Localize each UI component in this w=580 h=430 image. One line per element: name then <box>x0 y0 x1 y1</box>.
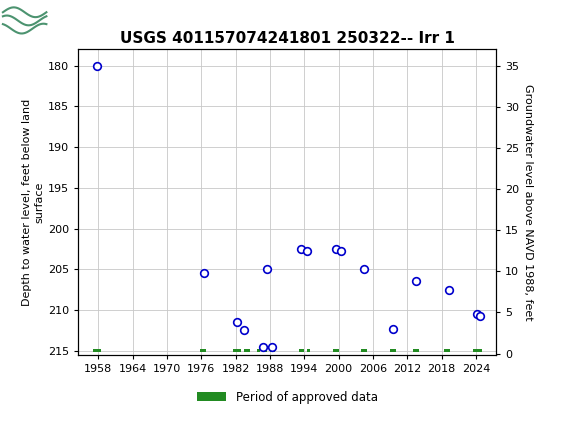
Bar <box>307 350 310 352</box>
Title: USGS 401157074241801 250322-- Irr 1: USGS 401157074241801 250322-- Irr 1 <box>119 31 455 46</box>
Legend: Period of approved data: Period of approved data <box>192 386 382 408</box>
Bar <box>333 350 339 352</box>
Bar <box>258 350 260 352</box>
Text: USGS: USGS <box>49 12 104 29</box>
Bar <box>200 350 206 352</box>
Bar <box>413 350 419 352</box>
Bar <box>233 350 241 352</box>
Bar <box>244 350 250 352</box>
Bar <box>299 350 304 352</box>
Bar <box>473 350 481 352</box>
Bar <box>93 350 101 352</box>
Bar <box>264 350 267 352</box>
Y-axis label: Groundwater level above NAVD 1988, feet: Groundwater level above NAVD 1988, feet <box>523 84 533 320</box>
FancyBboxPatch shape <box>3 2 84 39</box>
Bar <box>390 350 396 352</box>
Bar <box>361 350 367 352</box>
Bar <box>444 350 450 352</box>
Y-axis label: Depth to water level, feet below land
surface: Depth to water level, feet below land su… <box>23 98 44 306</box>
Bar <box>270 350 274 352</box>
